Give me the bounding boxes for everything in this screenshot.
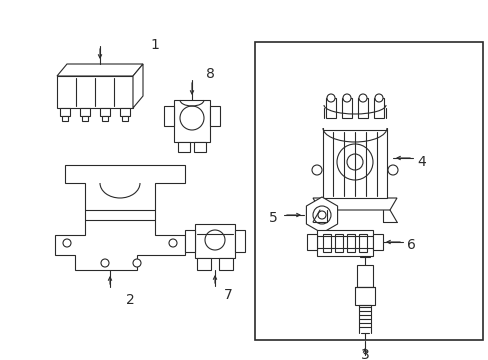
Bar	[82, 116, 88, 121]
Bar	[334, 234, 342, 252]
Bar	[100, 108, 110, 116]
Circle shape	[101, 259, 109, 267]
Circle shape	[169, 239, 177, 247]
Circle shape	[387, 165, 397, 175]
Text: 4: 4	[416, 155, 425, 169]
Bar	[178, 142, 190, 152]
Bar	[80, 108, 90, 116]
Polygon shape	[312, 198, 396, 210]
Circle shape	[317, 211, 325, 219]
Bar	[174, 100, 209, 142]
Bar	[354, 287, 374, 305]
Bar	[341, 98, 351, 118]
Bar	[219, 258, 232, 270]
Circle shape	[336, 144, 372, 180]
Circle shape	[326, 94, 334, 102]
Bar	[57, 76, 133, 108]
Bar	[358, 234, 366, 252]
Polygon shape	[306, 197, 337, 233]
Circle shape	[358, 94, 366, 102]
Circle shape	[180, 106, 203, 130]
Bar	[194, 142, 205, 152]
Bar	[323, 234, 330, 252]
Bar	[62, 116, 68, 121]
Text: 8: 8	[205, 67, 214, 81]
Circle shape	[342, 94, 350, 102]
Bar	[120, 108, 130, 116]
Circle shape	[346, 154, 362, 170]
Text: 2: 2	[125, 293, 134, 307]
Polygon shape	[57, 64, 142, 76]
Bar	[325, 98, 335, 118]
Bar	[357, 98, 367, 118]
Bar	[122, 116, 128, 121]
Bar	[254, 42, 482, 340]
Text: 7: 7	[223, 288, 232, 302]
Circle shape	[133, 259, 141, 267]
Bar	[102, 116, 108, 121]
Bar	[195, 224, 235, 258]
Text: 5: 5	[269, 211, 278, 225]
Bar	[235, 230, 244, 252]
Bar	[184, 230, 195, 252]
Bar	[306, 234, 316, 250]
Text: 1: 1	[150, 38, 159, 52]
Text: 6: 6	[406, 238, 415, 252]
Bar	[356, 265, 372, 287]
Polygon shape	[55, 165, 184, 270]
Bar	[209, 106, 220, 126]
Circle shape	[63, 239, 71, 247]
Bar	[372, 234, 382, 250]
Bar	[373, 98, 383, 118]
Text: 3: 3	[360, 348, 368, 360]
Circle shape	[312, 206, 330, 224]
Bar	[60, 108, 70, 116]
Circle shape	[374, 94, 382, 102]
Bar	[316, 230, 372, 256]
Bar	[346, 234, 354, 252]
Circle shape	[204, 230, 224, 250]
Circle shape	[311, 165, 321, 175]
Bar	[197, 258, 210, 270]
Polygon shape	[133, 64, 142, 108]
Bar	[323, 130, 386, 198]
Bar	[163, 106, 174, 126]
